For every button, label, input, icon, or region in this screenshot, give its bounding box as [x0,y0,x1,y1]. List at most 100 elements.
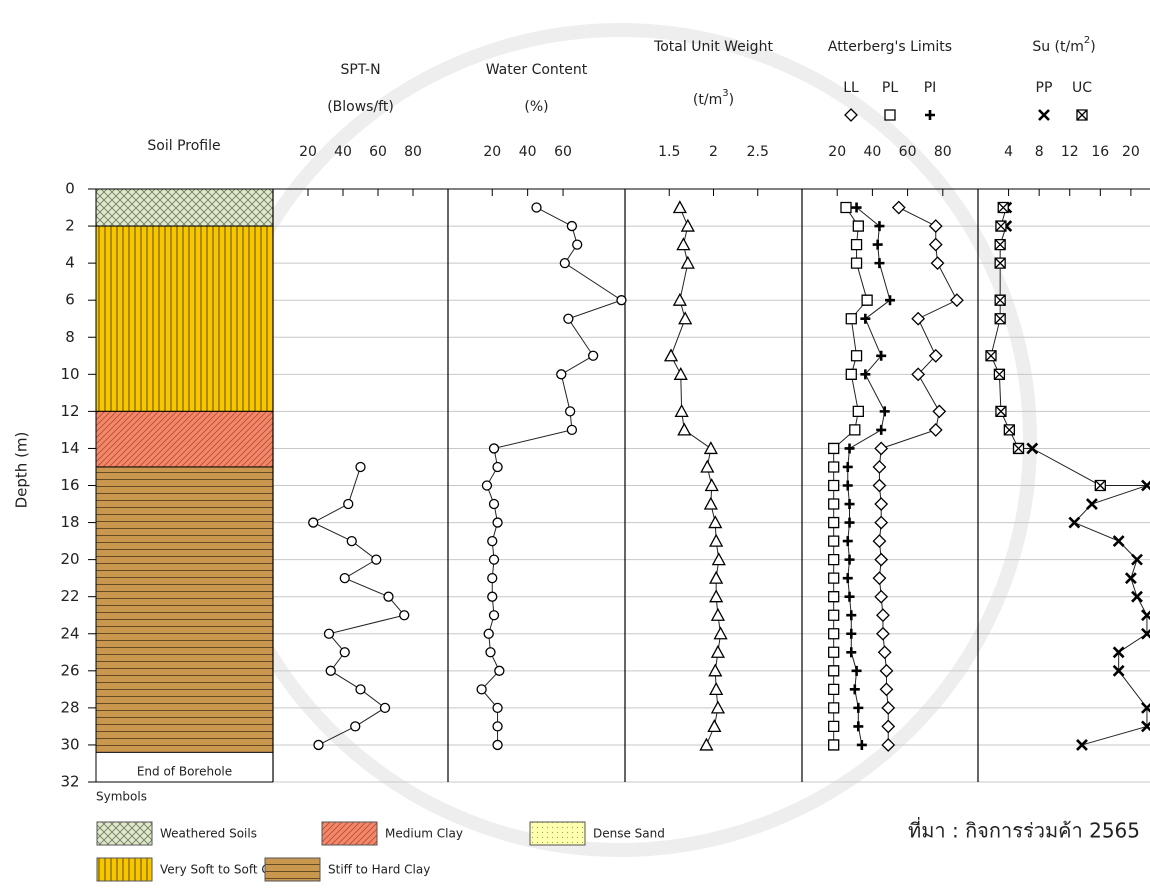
title-superscript: 3 [722,88,728,99]
y-tick-label: 20 [60,550,79,568]
marker [828,683,840,695]
marker [828,591,840,603]
title-text: Su (t/m [1032,39,1084,55]
data-line [833,207,868,745]
borehole-end-box [95,189,273,783]
marker [876,350,887,361]
marker [874,497,889,511]
marker [710,607,726,621]
marker [492,702,503,714]
marker [874,221,885,232]
legend-label: Stiff to Hard Clay [328,863,430,877]
y-axis-label: Depth (m) [13,432,31,509]
marker [861,294,873,306]
marker [846,647,857,658]
legend-marker [1038,109,1050,121]
legend-swatch [264,857,321,882]
panel-title: Water Content [486,62,588,78]
marker [844,554,855,565]
panel-title: SPT-N [340,62,380,78]
marker [828,702,840,714]
marker [851,665,862,676]
title-text: Water Content [486,62,588,78]
marker [492,739,503,751]
marker [844,517,855,528]
panel-title: (t/m3) [693,88,734,108]
marker [566,424,578,436]
marker [676,237,691,251]
soil-layer [95,466,274,753]
marker [680,218,695,232]
marker [476,684,487,695]
marker [674,404,689,418]
marker [852,220,864,232]
marker [673,366,688,380]
marker [707,719,722,733]
marker [850,238,863,251]
marker [1068,516,1081,529]
marker [325,665,336,676]
marker [678,311,693,325]
marker [928,219,943,233]
marker [828,646,840,658]
marker [1085,498,1098,510]
soil-layer [95,410,274,468]
legend-label: UC [1072,80,1092,96]
y-tick-label: 14 [60,439,79,457]
marker [709,570,724,584]
marker [994,294,1006,306]
marker [355,684,366,695]
marker [485,647,496,658]
marker [708,515,723,529]
data-line [312,466,406,746]
data-line [847,207,891,746]
y-tick-label: 10 [60,365,79,383]
marker [860,313,871,324]
x-tick-label: 60 [899,144,917,160]
legend-marker [884,109,896,121]
x-tick-label: 40 [863,144,881,160]
source-note: ที่มา : กิจการร่วมค้า 2565 [908,817,1140,843]
y-tick-label: 8 [65,328,75,346]
legend-swatch [96,821,153,846]
marker [1141,720,1150,733]
x-tick-label: 12 [1061,144,1079,160]
marker [879,682,894,697]
marker [928,348,943,363]
marker [842,573,853,584]
marker [564,406,576,417]
legend-label: Medium Clay [385,827,463,841]
marker [699,737,714,751]
marker [850,257,863,269]
marker [481,480,493,491]
marker [993,368,1006,380]
legend-swatch [529,821,586,846]
marker [994,238,1006,251]
x-tick-label: 60 [554,144,572,160]
marker [383,591,394,602]
title-text: Total Unit Weight [653,39,773,55]
x-tick-label: 2.5 [747,144,769,160]
marker [828,739,840,751]
legend-label: Weathered Soils [160,827,257,841]
marker [350,721,361,732]
marker [339,647,350,658]
marker [494,665,505,676]
marker [995,220,1007,232]
marker [885,295,895,306]
marker [1003,424,1015,436]
marker [488,554,500,565]
marker [828,461,840,473]
marker [711,552,726,566]
marker [853,702,864,713]
marker [379,702,391,714]
marker [704,478,719,492]
marker [881,738,896,752]
y-tick-label: 24 [60,624,79,642]
marker [828,442,840,455]
marker [483,628,494,639]
marker [828,572,840,584]
legend-marker [844,108,858,122]
marker [994,313,1006,325]
